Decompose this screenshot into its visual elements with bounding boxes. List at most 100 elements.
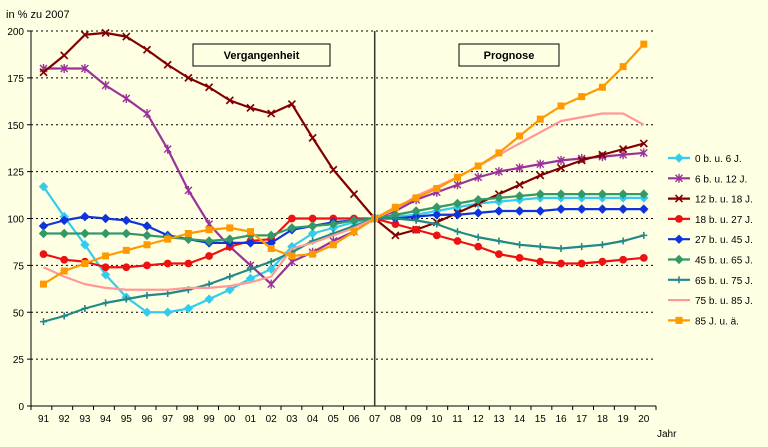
- data-point: [640, 231, 648, 239]
- x-tick-label: 98: [183, 414, 195, 425]
- data-point: [308, 133, 317, 142]
- y-tick-label: 75: [13, 261, 25, 272]
- data-point: [38, 228, 49, 239]
- data-point: [329, 241, 337, 249]
- data-point: [205, 252, 214, 260]
- data-point: [639, 189, 649, 199]
- data-point: [81, 260, 89, 267]
- data-point: [328, 219, 339, 229]
- legend-swatch-marker: [674, 254, 684, 265]
- data-point: [474, 233, 482, 241]
- data-point: [225, 96, 234, 105]
- data-point: [598, 83, 606, 91]
- data-point: [432, 202, 442, 212]
- data-point: [184, 185, 193, 195]
- data-point: [122, 94, 131, 103]
- data-point: [516, 132, 524, 140]
- data-point: [495, 237, 503, 245]
- data-point: [122, 246, 130, 254]
- data-point: [619, 237, 627, 245]
- data-point: [39, 250, 48, 259]
- legend-swatch-marker: [675, 316, 683, 324]
- data-point: [101, 28, 110, 37]
- data-point: [494, 206, 504, 216]
- data-point: [639, 253, 648, 262]
- data-point: [204, 294, 214, 304]
- legend-label: 12 b. u. 18 J.: [695, 195, 753, 206]
- data-point: [619, 145, 628, 154]
- data-point: [619, 255, 627, 264]
- data-point: [163, 144, 172, 154]
- data-point: [142, 230, 152, 241]
- legend: 0 b. u. 6 J. 6 b. u. 12 J. 12 b. u. 18 J. 1…: [668, 153, 753, 327]
- y-axis-label: in % zu 2007: [6, 9, 70, 21]
- y-tick-label: 0: [18, 402, 24, 413]
- annotation-label: Vergangenheit: [224, 50, 300, 62]
- x-tick-label: 19: [618, 414, 630, 425]
- data-point: [349, 190, 359, 199]
- data-point: [412, 225, 421, 234]
- data-point: [578, 243, 586, 251]
- legend-item: 85 J. u. ä.: [668, 316, 739, 327]
- data-point: [266, 230, 276, 241]
- data-point: [557, 155, 565, 165]
- y-tick-label: 175: [7, 74, 24, 85]
- data-point: [639, 139, 648, 148]
- data-point: [39, 68, 48, 77]
- annotations: Vergangenheit Prognose: [192, 31, 560, 406]
- series-8: [43, 112, 645, 291]
- data-point: [288, 252, 296, 260]
- legend-label: 0 b. u. 6 J.: [695, 154, 742, 165]
- data-point: [163, 60, 172, 69]
- legend-label: 45 b. u. 65 J.: [695, 256, 753, 267]
- x-tick-label: 20: [638, 414, 650, 425]
- data-point: [163, 259, 172, 268]
- data-point: [143, 109, 151, 118]
- data-point: [122, 32, 131, 41]
- data-point: [597, 204, 608, 214]
- data-point: [143, 241, 151, 249]
- data-point: [102, 299, 110, 307]
- legend-label: 65 b. u. 75 J.: [695, 276, 753, 287]
- data-point: [60, 267, 68, 275]
- x-tick-label: 07: [369, 414, 381, 425]
- data-point: [80, 240, 90, 250]
- x-tick-label: 95: [121, 414, 133, 425]
- data-point: [142, 221, 152, 231]
- data-point: [494, 193, 504, 203]
- x-tick-label: 94: [100, 414, 112, 425]
- data-point: [412, 216, 420, 224]
- legend-item: 18 b. u. 27 J.: [668, 215, 753, 226]
- data-point: [142, 45, 152, 54]
- data-point: [162, 307, 173, 317]
- legend-item: 0 b. u. 6 J.: [668, 153, 742, 165]
- axes: 0 25 50 75 100 125 150 175 200 91 92 93 94 95 96 97 98 99…: [7, 27, 657, 425]
- data-point: [536, 159, 545, 169]
- legend-item: 75 b. u. 85 J.: [668, 296, 753, 307]
- data-point: [245, 238, 256, 248]
- data-point: [556, 163, 566, 172]
- x-tick-label: 91: [38, 414, 50, 425]
- x-tick-label: 17: [576, 414, 588, 425]
- data-point: [204, 236, 214, 246]
- data-point: [639, 204, 649, 214]
- data-point: [576, 189, 587, 199]
- x-tick-label: 00: [224, 414, 236, 425]
- legend-swatch-marker: [675, 276, 683, 284]
- data-point: [412, 194, 420, 202]
- x-tick-label: 93: [79, 414, 91, 425]
- data-point: [452, 198, 463, 209]
- data-point: [452, 210, 463, 220]
- data-point: [267, 279, 276, 289]
- data-point: [205, 83, 214, 92]
- data-point: [60, 312, 68, 320]
- x-tick-label: 03: [286, 414, 298, 425]
- data-point: [308, 214, 317, 223]
- data-point: [121, 228, 132, 239]
- data-point: [514, 206, 525, 216]
- data-point: [143, 261, 151, 270]
- data-point: [577, 156, 586, 165]
- data-point: [183, 303, 194, 314]
- series-9: [40, 40, 648, 288]
